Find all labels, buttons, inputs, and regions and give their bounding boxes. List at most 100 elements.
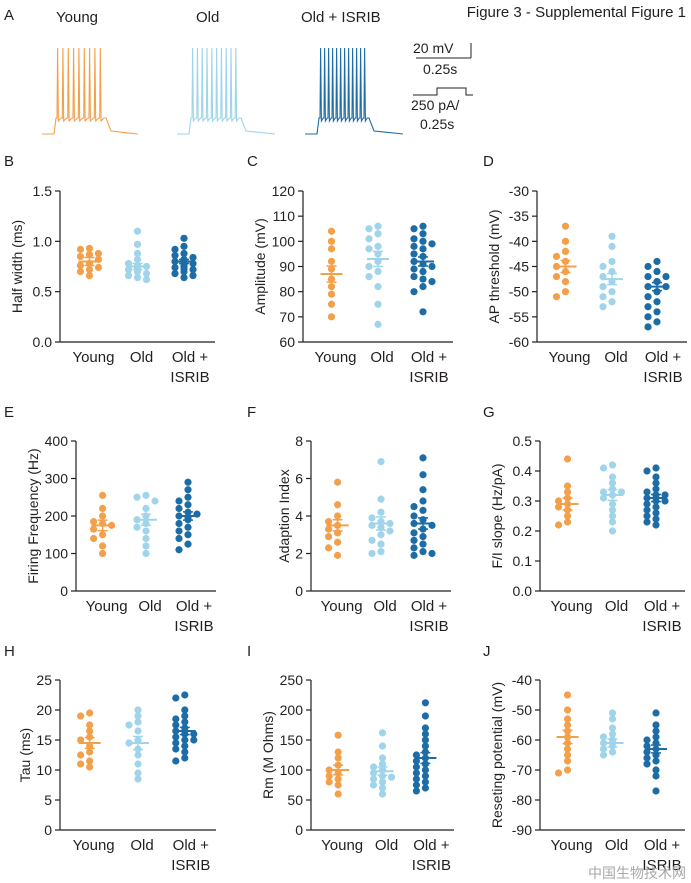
data-point-old-isrib [181, 718, 189, 726]
data-point-old-isrib [410, 536, 418, 544]
data-point-old [142, 275, 151, 284]
data-point-old [377, 458, 385, 466]
data-point-young [85, 271, 94, 280]
panel-j-reseting-potential: J -90 -80 -70 -60 -50 -40 Reseting potential (m… [483, 643, 685, 874]
data-point-young [554, 521, 563, 529]
data-point-old [386, 527, 394, 535]
y-axis-title: Rm (M Ohms) [260, 711, 276, 799]
data-point-old-isrib [172, 715, 180, 723]
data-point-old-isrib [652, 503, 660, 511]
data-point-old-isrib [410, 225, 418, 233]
data-point-young [85, 244, 94, 252]
data-point-old-isrib [410, 544, 418, 552]
data-point-young [94, 263, 103, 272]
y-tick-label: 100 [280, 762, 304, 778]
data-point-young [327, 257, 336, 266]
data-point-young [86, 727, 94, 735]
data-point-old-isrib [171, 263, 179, 272]
data-point-old-isrib [644, 293, 652, 301]
data-point-old-isrib [172, 757, 180, 765]
data-point-old [377, 495, 385, 503]
data-point-old-isrib [652, 721, 660, 729]
y-axis-title: Firing Frequency (Hz) [25, 448, 41, 583]
data-point-old-isrib [652, 521, 660, 529]
data-point-old [599, 464, 608, 472]
data-point-old [133, 523, 141, 531]
y-axis-title: Adaption Index [276, 469, 292, 562]
data-point-old [134, 760, 142, 768]
data-point-young [327, 290, 336, 298]
panel-f-adaption-index: F 0 2 4 6 8 Adaption Index Young Old Old + ISRIB [247, 404, 451, 635]
data-point-old [369, 781, 378, 789]
data-point-old [378, 778, 387, 786]
category-label: Young [321, 837, 363, 854]
scalebar-time-label-2: 0.25s [420, 116, 454, 132]
category-label: Old [375, 837, 398, 854]
data-point-old-isrib [652, 485, 660, 493]
data-point-old [608, 527, 617, 535]
data-point-old-isrib [652, 757, 660, 765]
data-point-old-isrib [410, 529, 418, 537]
y-tick-label: 100 [272, 233, 296, 249]
data-point-old-isrib [189, 265, 197, 274]
panel-h-tau: H 0 5 10 15 20 25 Tau (ms) Young Old Old + ISRIB [4, 643, 216, 874]
data-point-old-isrib [184, 493, 192, 501]
data-point-young [334, 478, 342, 486]
data-point-young [554, 503, 563, 511]
data-point-old [374, 267, 382, 276]
data-point-old-isrib [172, 694, 180, 702]
category-label: Old [605, 598, 628, 615]
y-tick-label: 120 [272, 183, 296, 199]
data-point-old [369, 763, 378, 771]
data-point-young [325, 518, 333, 526]
data-point-old-isrib [184, 523, 192, 531]
data-point-old [378, 790, 387, 798]
data-point-old-isrib [412, 781, 420, 789]
data-point-young [86, 721, 94, 729]
y-axis-title: Half width (ms) [9, 220, 25, 313]
y-axis-title: Reseting potential (mV) [489, 682, 505, 828]
data-point-old-isrib [653, 298, 661, 306]
data-point-young [99, 491, 107, 499]
category-label: Old [373, 598, 396, 615]
data-point-old-isrib [652, 509, 660, 517]
data-point-old [368, 536, 376, 544]
data-point-young [563, 512, 572, 520]
data-point-old-isrib [428, 278, 436, 286]
y-tick-label: 70 [279, 309, 295, 325]
data-point-old [608, 242, 616, 250]
data-point-old-isrib [653, 318, 661, 326]
panel-letter-b: B [4, 153, 14, 170]
panel-letter-d: D [483, 153, 494, 170]
data-point-old [134, 712, 142, 720]
data-point-young [327, 300, 336, 308]
data-point-young [563, 745, 572, 753]
trace-label-old: Old [196, 9, 219, 26]
data-point-old-isrib [421, 766, 429, 774]
data-point-old-isrib [175, 519, 183, 528]
data-point-old-isrib [412, 775, 420, 783]
y-tick-label: 0 [295, 583, 303, 599]
data-point-old-isrib [644, 272, 652, 281]
data-point-young [325, 778, 333, 786]
y-tick-label: 0.5 [513, 433, 533, 449]
trace-label-isrib: Old + ISRIB [301, 9, 381, 26]
category-label: ISRIB [409, 369, 448, 386]
data-point-young [334, 538, 342, 546]
data-point-old-isrib [643, 760, 651, 768]
data-point-old [134, 751, 142, 759]
y-tick-label: 4 [295, 508, 303, 524]
data-point-young [86, 757, 94, 765]
data-point-old [599, 293, 607, 301]
category-label: Old [130, 837, 153, 854]
data-point-old-isrib [643, 500, 651, 508]
data-point-young [554, 769, 563, 777]
category-label: ISRIB [171, 857, 210, 874]
scalebar-current-label: 250 pA/ [411, 97, 459, 113]
y-tick-label: 0.4 [513, 463, 533, 479]
data-point-old-isrib [652, 479, 660, 487]
data-point-old-isrib [184, 501, 192, 509]
data-point-old [608, 748, 617, 756]
data-point-old-isrib [190, 736, 198, 744]
